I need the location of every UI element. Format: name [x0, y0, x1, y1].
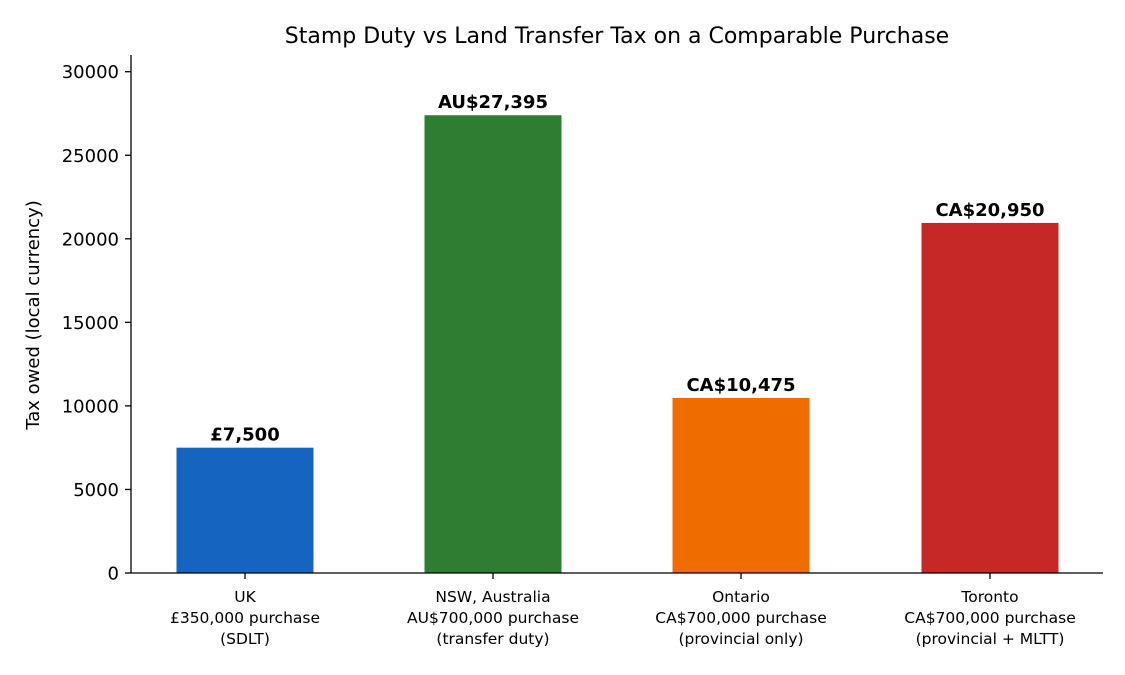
chart-title: Stamp Duty vs Land Transfer Tax on a Com…	[285, 24, 949, 49]
x-tick-label: CA$700,000 purchase	[655, 609, 826, 627]
x-tick-label: (SDLT)	[220, 630, 270, 648]
y-tick-label: 25000	[62, 146, 119, 167]
bar	[176, 447, 314, 573]
bars	[176, 115, 1059, 573]
x-tick-label: UK	[234, 588, 256, 606]
x-tick-label: NSW, Australia	[435, 588, 550, 606]
x-tick-label: (transfer duty)	[436, 630, 549, 648]
y-tick-label: 5000	[73, 480, 119, 501]
y-tick-label: 0	[108, 564, 119, 585]
bar	[921, 222, 1059, 573]
y-axis-label: Tax owed (local currency)	[23, 200, 44, 431]
bar	[672, 397, 810, 573]
x-axis-categories: UK £350,000 purchase (SDLT) NSW, Australia A…	[170, 573, 1076, 648]
x-tick-label: Ontario	[712, 588, 770, 606]
y-axis-ticks: 0 5000 10000 15000 20000 25000 30000	[62, 62, 131, 585]
x-tick-label: Toronto	[960, 588, 1018, 606]
bar-value-label: CA$20,950	[935, 200, 1044, 221]
data-labels: £7,500 AU$27,395 CA$10,475 CA$20,950	[210, 92, 1044, 445]
y-tick-label: 20000	[62, 229, 119, 250]
y-tick-label: 15000	[62, 313, 119, 334]
x-tick-label: CA$700,000 purchase	[904, 609, 1075, 627]
x-tick-label: (provincial + MLTT)	[916, 630, 1065, 648]
bar-value-label: £7,500	[210, 425, 279, 446]
y-tick-label: 30000	[62, 62, 119, 83]
x-tick-label: AU$700,000 purchase	[407, 609, 579, 627]
bar	[424, 115, 562, 573]
x-tick-label: (provincial only)	[678, 630, 803, 648]
x-tick-label: £350,000 purchase	[170, 609, 320, 627]
bar-value-label: CA$10,475	[686, 375, 795, 396]
bar-value-label: AU$27,395	[438, 92, 548, 113]
y-tick-label: 10000	[62, 396, 119, 417]
